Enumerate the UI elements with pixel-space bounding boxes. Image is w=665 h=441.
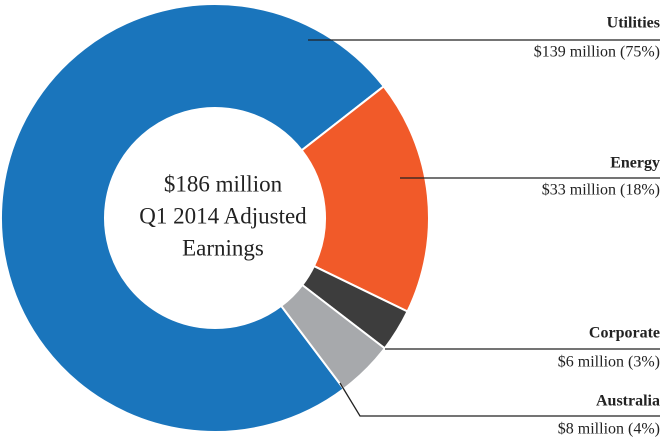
donut-slice xyxy=(300,84,430,313)
center-text: $186 million xyxy=(164,171,283,196)
slice-value-label: $6 million (3%) xyxy=(558,354,660,371)
slice-name: Energy xyxy=(610,155,660,172)
slice-value-label: $139 million (75%) xyxy=(534,44,660,61)
center-text: Earnings xyxy=(182,235,264,260)
donut-slice xyxy=(279,283,387,391)
slice-name: Australia xyxy=(596,393,660,410)
center-text: Q1 2014 Adjusted xyxy=(139,203,307,228)
slice-name: Corporate xyxy=(589,325,660,342)
leader-line xyxy=(339,382,660,417)
slice-name: Utilities xyxy=(607,15,660,32)
donut-slice xyxy=(0,3,386,433)
slice-value-label: $33 million (18%) xyxy=(542,182,660,199)
slice-value-label: $8 million (4%) xyxy=(558,421,660,438)
